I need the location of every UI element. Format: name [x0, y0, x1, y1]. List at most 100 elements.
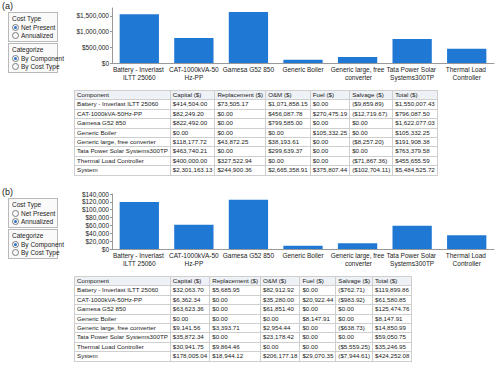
- svg-text:ILTT 25060: ILTT 25060: [123, 260, 156, 267]
- svg-text:Battery - Inverlast: Battery - Inverlast: [112, 252, 166, 260]
- html-text:By Cost Type: By Cost Type: [21, 248, 60, 256]
- html-text:$82,912.92: $82,912.92: [263, 286, 294, 294]
- svg-text:$80,000: $80,000: [86, 214, 110, 221]
- svg-text:$100,000: $100,000: [82, 206, 109, 213]
- html-text:$0.00: $0.00: [352, 128, 368, 136]
- html-text:$244,900.36: $244,900.36: [217, 166, 252, 174]
- html-text:By Cost Type: By Cost Type: [21, 62, 60, 70]
- html-text:$105,332.25: $105,332.25: [395, 128, 430, 136]
- svg-text:$0: $0: [102, 60, 110, 67]
- html-text:$0.00: $0.00: [217, 119, 233, 127]
- html-text:$0.00: $0.00: [312, 100, 329, 108]
- html-text:$0.00: $0.00: [172, 128, 189, 136]
- svg-text:Generic large, free: Generic large, free: [330, 66, 385, 74]
- svg-text:Hz-PP: Hz-PP: [184, 74, 203, 81]
- html-text:(a): (a): [2, 1, 13, 11]
- html-text:$1,550,007.43: $1,550,007.43: [395, 100, 435, 108]
- svg-text:Controller: Controller: [453, 260, 482, 267]
- svg-text:CAT-1000kVA-50: CAT-1000kVA-50: [169, 252, 219, 259]
- html-text:$2,301,163.13: $2,301,163.13: [172, 166, 213, 174]
- html-text:By Component: By Component: [21, 54, 64, 62]
- html-text:$5,484,525.72: $5,484,525.72: [395, 166, 435, 174]
- svg-text:$40,000: $40,000: [86, 230, 110, 237]
- html-text:$73,505.17: $73,505.17: [217, 100, 249, 108]
- html-text:$0.00: $0.00: [268, 156, 284, 164]
- svg-text:converter: converter: [343, 74, 373, 81]
- html-text:$0.00: $0.00: [217, 109, 233, 117]
- html-text:By Component: By Component: [21, 240, 64, 248]
- html-text:$400,000.00: $400,000.00: [172, 156, 208, 164]
- html-text:$0.00: $0.00: [268, 128, 284, 136]
- svg-text:$140,000: $140,000: [82, 191, 109, 198]
- html-text:$0.00: $0.00: [217, 147, 233, 155]
- svg-text:Generic large, free: Generic large, free: [330, 252, 385, 260]
- html-text:Gamesa G52 850: Gamesa G52 850: [77, 119, 126, 127]
- svg-text:Controller: Controller: [453, 74, 482, 81]
- html-text:Generic Boiler: Generic Boiler: [77, 128, 117, 136]
- html-text:$414,504.00: $414,504.00: [172, 100, 208, 108]
- html-text:$1,071,858.15: $1,071,858.15: [268, 100, 308, 108]
- svg-text:$1,000,000: $1,000,000: [76, 28, 109, 35]
- html-text:($71,867.36): ($71,867.36): [352, 156, 388, 164]
- html-text:$0.00: $0.00: [352, 147, 368, 155]
- html-text:CAT-1000kVA-50Hz-PP: CAT-1000kVA-50Hz-PP: [77, 109, 143, 117]
- svg-text:$20,000: $20,000: [86, 238, 110, 245]
- html-text:($12,719.67): ($12,719.67): [352, 109, 388, 117]
- html-text:$456,087.78: $456,087.78: [268, 109, 303, 117]
- html-text:$822,492.00: $822,492.00: [172, 119, 208, 127]
- html-text:$299,639.37: $299,639.37: [268, 147, 303, 155]
- svg-text:Generic Boiler: Generic Boiler: [282, 252, 324, 259]
- svg-text:$1,500,000: $1,500,000: [76, 12, 109, 19]
- svg-text:converter: converter: [343, 260, 373, 267]
- html-text:$375,807.44: $375,807.44: [312, 166, 348, 174]
- html-text:Net Present: Net Present: [21, 209, 56, 217]
- html-text:$0.00: $0.00: [312, 119, 329, 127]
- html-text:Tata Power Solar Systems300TP: Tata Power Solar Systems300TP: [77, 147, 168, 155]
- svg-text:Systems300TP: Systems300TP: [390, 74, 434, 82]
- svg-text:CAT-1000kVA-50: CAT-1000kVA-50: [169, 66, 219, 73]
- html-text:$796,087.50: $796,087.50: [395, 109, 430, 117]
- svg-text:$120,000: $120,000: [82, 198, 109, 205]
- html-text:$455,655.59: $455,655.59: [395, 156, 430, 164]
- svg-text:ILTT 25060: ILTT 25060: [123, 74, 156, 81]
- html-text:$327,522.94: $327,522.94: [217, 156, 252, 164]
- svg-text:Gamesa G52 850: Gamesa G52 850: [223, 252, 275, 259]
- svg-text:$0: $0: [102, 246, 110, 253]
- html-text:$463,740.21: $463,740.21: [172, 147, 208, 155]
- html-text:($9,859.89): ($9,859.89): [352, 100, 384, 108]
- html-text:(b): (b): [2, 187, 13, 197]
- html-text:$799,585.00: $799,585.00: [268, 119, 303, 127]
- html-text:$270,475.19: $270,475.19: [312, 109, 348, 117]
- svg-text:Thermal Load: Thermal Load: [446, 66, 488, 73]
- svg-text:Hz-PP: Hz-PP: [184, 260, 203, 267]
- svg-text:Thermal Load: Thermal Load: [446, 252, 488, 259]
- html-text:System: System: [77, 166, 98, 174]
- html-text:Battery - Inverlast ILTT 25060: Battery - Inverlast ILTT 25060: [77, 100, 159, 108]
- svg-text:Tata Power Solar: Tata Power Solar: [386, 66, 437, 73]
- svg-text:Gamesa G52 850: Gamesa G52 850: [223, 66, 275, 73]
- html-text:Annualized: Annualized: [21, 217, 54, 225]
- svg-text:Tata Power Solar: Tata Power Solar: [386, 252, 437, 259]
- svg-text:Battery - Inverlast: Battery - Inverlast: [112, 66, 166, 74]
- html-text:($102,704.11): ($102,704.11): [352, 166, 391, 174]
- html-text:$105,332.25: $105,332.25: [312, 128, 348, 136]
- html-text:$0.00: $0.00: [302, 286, 318, 294]
- html-text:$82,249.20: $82,249.20: [172, 109, 204, 117]
- svg-text:$500,000: $500,000: [82, 44, 109, 51]
- html-text:$32,063.70: $32,063.70: [172, 286, 204, 294]
- svg-text:Generic Boiler: Generic Boiler: [282, 66, 324, 73]
- svg-text:$60,000: $60,000: [86, 222, 110, 229]
- html-text:Battery - Inverlast ILTT 25060: Battery - Inverlast ILTT 25060: [77, 286, 159, 294]
- html-text:$0.00: $0.00: [312, 147, 329, 155]
- html-text:$0.00: $0.00: [217, 128, 233, 136]
- html-text:$5,685.95: $5,685.95: [212, 286, 240, 294]
- html-text:Net Present: Net Present: [21, 23, 56, 31]
- svg-text:Systems300TP: Systems300TP: [390, 260, 434, 268]
- html-text:$0.00: $0.00: [312, 156, 329, 164]
- html-text:$2,665,358.91: $2,665,358.91: [268, 166, 308, 174]
- html-text:Annualized: Annualized: [21, 31, 54, 39]
- html-text:$763,379.58: $763,379.58: [395, 147, 430, 155]
- html-text:$0.00: $0.00: [352, 119, 368, 127]
- html-text:Thermal Load Controller: Thermal Load Controller: [77, 156, 144, 164]
- html-text:$1,622,077.03: $1,622,077.03: [395, 119, 435, 127]
